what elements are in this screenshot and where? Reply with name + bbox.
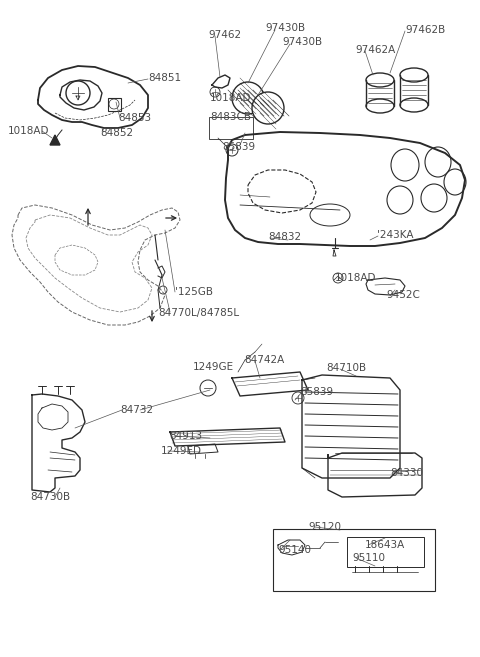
Text: 1018AD: 1018AD <box>210 93 252 103</box>
Text: '243KA: '243KA <box>377 230 413 240</box>
Text: 84330: 84330 <box>390 468 423 478</box>
Text: 84853: 84853 <box>118 113 151 123</box>
Ellipse shape <box>366 99 394 113</box>
Circle shape <box>252 92 284 124</box>
Polygon shape <box>50 135 60 145</box>
Text: 95140: 95140 <box>278 545 311 555</box>
Circle shape <box>292 392 304 404</box>
Text: 97430B: 97430B <box>265 23 305 33</box>
Text: 84732: 84732 <box>120 405 153 415</box>
Ellipse shape <box>366 73 394 87</box>
Text: 84832: 84832 <box>268 232 301 242</box>
Text: '125GB: '125GB <box>175 287 213 297</box>
Text: 18643A: 18643A <box>365 540 405 550</box>
Text: 9452C: 9452C <box>386 290 420 300</box>
Text: 85839: 85839 <box>222 142 255 152</box>
Text: 95110: 95110 <box>352 553 385 563</box>
Text: 84710B: 84710B <box>326 363 366 373</box>
Text: 84851: 84851 <box>148 73 181 83</box>
Circle shape <box>232 82 264 114</box>
Text: 97430B: 97430B <box>282 37 322 47</box>
Text: 97462A: 97462A <box>355 45 395 55</box>
Ellipse shape <box>400 68 428 82</box>
Ellipse shape <box>400 98 428 112</box>
Text: 84770L/84785L: 84770L/84785L <box>158 308 239 318</box>
Text: 1018AD: 1018AD <box>8 126 49 136</box>
Text: 84730B: 84730B <box>30 492 70 502</box>
Text: 95120: 95120 <box>308 522 341 532</box>
Text: 85839: 85839 <box>300 387 333 397</box>
Text: 1249GE: 1249GE <box>193 362 234 372</box>
Text: 1018AD: 1018AD <box>335 273 376 283</box>
Text: 8483CB: 8483CB <box>210 112 251 122</box>
Text: 1249ED: 1249ED <box>161 446 202 456</box>
Text: 97462B: 97462B <box>405 25 445 35</box>
Circle shape <box>226 144 238 156</box>
FancyBboxPatch shape <box>108 97 120 110</box>
Text: 84742A: 84742A <box>244 355 284 365</box>
Text: 84913: 84913 <box>169 431 202 441</box>
Text: 97462: 97462 <box>208 30 241 40</box>
Text: 84852: 84852 <box>100 128 133 138</box>
